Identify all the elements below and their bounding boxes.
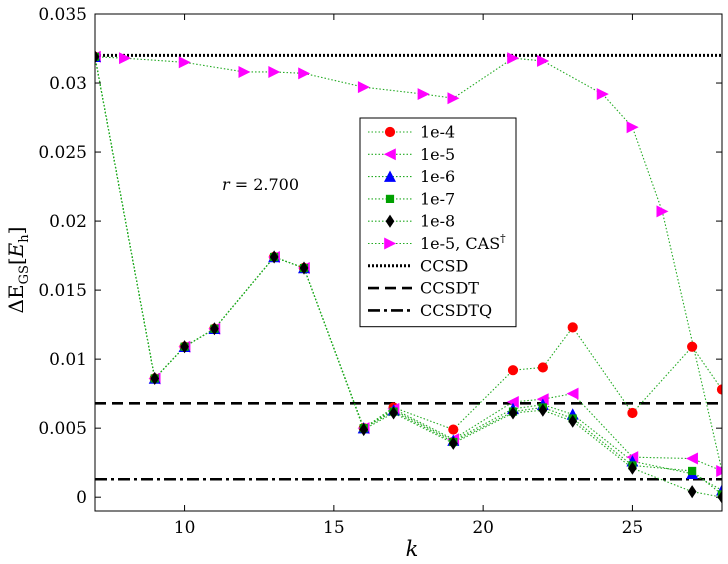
legend-marker [384, 237, 397, 250]
annotation-value: = 2.700 [230, 175, 299, 194]
legend-box [359, 117, 517, 328]
y-axis-label-unit: E [4, 242, 28, 258]
series-markers-4 [95, 50, 722, 504]
data-point [628, 461, 637, 475]
data-point [537, 54, 550, 67]
data-series [95, 50, 722, 504]
data-point [687, 485, 697, 499]
legend-entry: 1e-5 [368, 145, 455, 164]
data-point [357, 81, 370, 94]
data-point [716, 384, 722, 395]
y-axis-label: ΔEGS[Eh] [4, 227, 32, 314]
legend-marker [384, 126, 396, 138]
legend-label: 1e-5 [420, 145, 455, 164]
legend-entry: CCSDTQ [368, 301, 492, 320]
plot-frame [94, 13, 723, 512]
legend-label: 1e-6 [420, 167, 455, 186]
data-point [269, 250, 279, 264]
annotation-variable: r [222, 175, 231, 194]
legend-marker [383, 148, 396, 161]
y-tick-label: 0.025 [38, 143, 87, 163]
data-point [95, 50, 100, 64]
legend-entry: 1e-8 [368, 212, 455, 231]
y-tick-label: 0.015 [38, 281, 87, 301]
legend-marker [384, 170, 396, 182]
reference-lines [95, 53, 722, 481]
series-5 [95, 56, 722, 472]
data-point [448, 436, 458, 450]
x-axis-label: k [406, 537, 419, 561]
series-4 [95, 56, 722, 498]
legend-label-sup: † [500, 232, 506, 245]
y-tick-label: 0.01 [49, 350, 87, 370]
x-tick-label: 15 [323, 518, 345, 538]
data-point [299, 261, 309, 275]
data-point [268, 65, 281, 78]
legend-entry: 1e-4 [368, 123, 455, 142]
data-point [566, 387, 579, 400]
series-line-4 [95, 56, 722, 498]
data-point [447, 92, 460, 105]
x-tick-label: 20 [472, 518, 494, 538]
legend: 1e-4 1e-5 1e-6 1e-7 1e-81e-5, CAS† CCSD CCSDT C… [359, 117, 517, 328]
y-tick-label: 0.03 [49, 74, 87, 94]
legend-entry: 1e-6 [368, 167, 455, 186]
data-point [687, 341, 698, 352]
data-point [537, 362, 548, 373]
legend-label: CCSDTQ [420, 301, 492, 320]
data-point [180, 340, 189, 354]
axes: 10 15 20 25 0 0.005 0.01 0.015 0.02 0.025 0.03 0.03… [38, 5, 723, 538]
series-line-5 [95, 56, 722, 472]
y-axis-label-sub: GS [17, 265, 32, 284]
data-point [568, 414, 578, 428]
y-axis-label-unit-sub: h [17, 234, 32, 243]
data-point [448, 424, 459, 435]
data-point [538, 403, 548, 417]
data-point [627, 407, 638, 419]
data-point [298, 67, 311, 80]
data-point [389, 406, 398, 420]
y-tick-label: 0.02 [49, 212, 87, 232]
legend-entry: 1e-5, CAS† [368, 232, 506, 253]
data-point [626, 121, 639, 134]
legend-label: 1e-8 [420, 212, 455, 231]
y-axis-label-main: ΔE [4, 284, 28, 313]
data-point [417, 88, 430, 101]
legend-marker [385, 194, 395, 204]
data-point [596, 88, 609, 101]
legend-label: 1e-7 [420, 189, 455, 208]
legend-label: CCSDT [420, 279, 479, 298]
data-point [715, 467, 722, 475]
data-point [688, 466, 697, 476]
legend-entry: CCSDT [368, 279, 479, 298]
y-tick-label: 0.005 [38, 419, 87, 439]
y-tick-label: 0 [76, 488, 87, 508]
data-point [656, 205, 669, 218]
data-point [507, 52, 520, 65]
legend-entry: 1e-7 [368, 189, 455, 208]
legend-entry: CCSD [368, 256, 468, 275]
legend-label: CCSD [420, 256, 468, 275]
legend-label: 1e-4 [420, 123, 455, 142]
data-point [359, 423, 369, 437]
data-point [119, 52, 132, 65]
legend-label: 1e-5, CAS† [420, 232, 506, 253]
data-point [685, 452, 698, 465]
legend-marker [385, 214, 395, 228]
annotation: r = 2.700 [222, 175, 299, 194]
data-point [210, 322, 219, 336]
x-tick-label: 25 [622, 518, 644, 538]
data-point [238, 65, 251, 78]
data-point [508, 406, 518, 420]
x-tick-label: 10 [174, 518, 196, 538]
data-point [507, 365, 519, 376]
data-point [150, 371, 160, 386]
data-point [567, 322, 578, 333]
y-tick-label: 0.035 [38, 5, 87, 25]
data-point [178, 56, 191, 69]
